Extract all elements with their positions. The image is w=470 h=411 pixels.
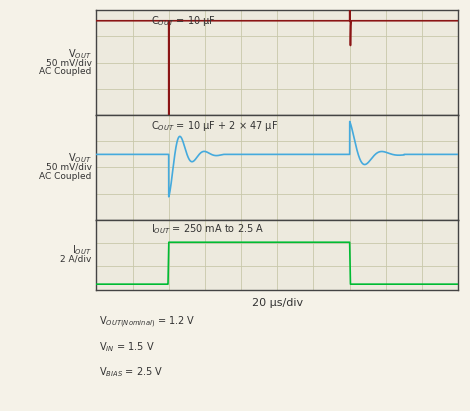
Text: V$_{IN}$ = 1.5 V: V$_{IN}$ = 1.5 V bbox=[99, 340, 155, 354]
Text: AC Coupled: AC Coupled bbox=[39, 172, 92, 181]
Text: C$_{OUT}$ = 10 μF + 2 × 47 μF: C$_{OUT}$ = 10 μF + 2 × 47 μF bbox=[150, 119, 278, 133]
Text: I$_{OUT}$: I$_{OUT}$ bbox=[72, 243, 92, 257]
Text: V$_{OUT}$: V$_{OUT}$ bbox=[68, 152, 92, 165]
Text: 2 A/div: 2 A/div bbox=[60, 255, 92, 264]
Text: 50 mV/div: 50 mV/div bbox=[46, 163, 92, 172]
Text: I$_{OUT}$ = 250 mA to 2.5 A: I$_{OUT}$ = 250 mA to 2.5 A bbox=[150, 223, 264, 236]
Text: V$_{OUT(Nominal)}$ = 1.2 V: V$_{OUT(Nominal)}$ = 1.2 V bbox=[99, 314, 195, 330]
Text: C$_{OUT}$ = 10 μF: C$_{OUT}$ = 10 μF bbox=[150, 14, 216, 28]
Text: 20 μs/div: 20 μs/div bbox=[252, 298, 303, 308]
Text: 50 mV/div: 50 mV/div bbox=[46, 58, 92, 67]
Text: V$_{OUT}$: V$_{OUT}$ bbox=[68, 47, 92, 60]
Text: AC Coupled: AC Coupled bbox=[39, 67, 92, 76]
Text: V$_{BIAS}$ = 2.5 V: V$_{BIAS}$ = 2.5 V bbox=[99, 365, 163, 379]
